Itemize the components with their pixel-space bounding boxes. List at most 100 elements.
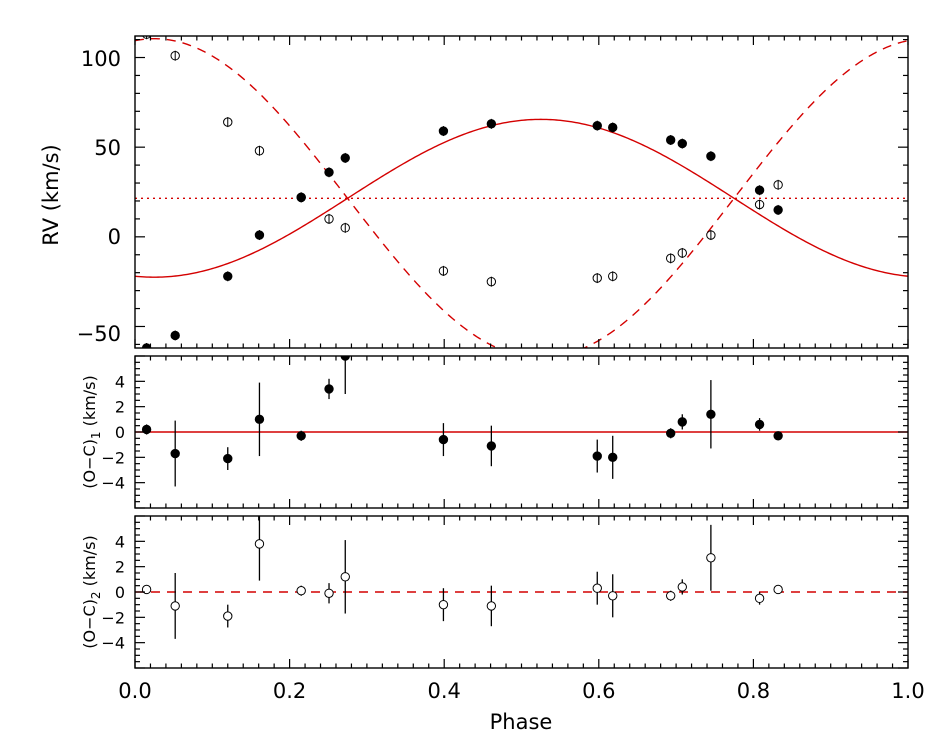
secondary-rv-point [754, 199, 765, 210]
secondary-rv-point [296, 192, 306, 203]
oc1-y-axis-title-main: (O−C) [80, 439, 99, 489]
rv-y-tick-label: −50 [77, 322, 121, 346]
x-tick-label: 0.2 [273, 679, 306, 703]
oc1-point [324, 384, 334, 394]
oc2-point [340, 572, 350, 582]
oc2-point [486, 601, 497, 611]
oc1-y-tick-label: 4 [115, 372, 125, 391]
primary-rv-point [170, 330, 180, 341]
oc1-y-tick-label: −2 [101, 448, 125, 467]
oc1-y-tick-label: 0 [115, 423, 125, 442]
oc2-y-axis-title-unit: (km/s) [80, 535, 99, 591]
primary-rv-point [486, 119, 497, 129]
oc1-point [296, 431, 306, 441]
oc1-y-tick-label: −4 [101, 474, 125, 493]
oc2-y-tick-label: 2 [115, 558, 125, 577]
oc2-point [438, 599, 449, 610]
oc2-point [324, 588, 334, 598]
oc2-data-points [141, 516, 783, 639]
secondary-rv-point [665, 253, 676, 264]
oc1-y-axis-title-sub: 1 [89, 431, 103, 439]
oc2-y-tick-label: 0 [115, 583, 125, 602]
secondary-rv-point [223, 117, 233, 127]
oc2-point [773, 584, 783, 595]
secondary-rv-point [592, 273, 602, 283]
rv-panel: 100 50 0 −50 RV (km/s) [39, 35, 909, 349]
oc2-point [592, 583, 602, 593]
primary-rv-point [773, 205, 783, 215]
rv-panel-frame [134, 35, 909, 349]
oc2-point [706, 553, 716, 563]
secondary-rv-point [677, 248, 687, 258]
primary-rv-point [254, 230, 265, 240]
oc1-data-points [141, 356, 783, 487]
oc2-point [254, 539, 265, 549]
primary-model-curve [135, 118, 908, 278]
oc1-y-tick-label: 2 [115, 398, 125, 417]
x-axis-title: Phase [490, 710, 553, 734]
oc2-y-tick-labels: 4 2 0 −2 −4 [101, 532, 125, 652]
oc2-point [608, 591, 618, 601]
x-tick-label: 0.4 [427, 679, 460, 703]
rv-y-tick-labels: 100 50 0 −50 [77, 47, 121, 346]
x-tick-label: 0.8 [737, 679, 770, 703]
rv-y-tick-label: 50 [94, 136, 121, 160]
oc1-y-tick-labels: 4 2 0 −2 −4 [101, 372, 125, 492]
primary-rv-point [706, 151, 716, 161]
oc1-point [170, 448, 180, 459]
secondary-model-curve [135, 37, 908, 348]
oc2-y-axis-title-sub: 2 [89, 591, 103, 599]
oc2-y-tick-label: −4 [101, 634, 125, 653]
oc2-point [665, 591, 676, 601]
primary-rv-point [665, 135, 676, 145]
primary-rv-point [608, 122, 618, 133]
oc1-point [773, 431, 783, 441]
oc2-point [223, 611, 233, 621]
secondary-rv-point [486, 276, 497, 287]
secondary-rv-point [706, 230, 716, 240]
oc2-point [754, 593, 765, 604]
oc1-point [592, 451, 602, 461]
oc1-point [706, 409, 716, 419]
rv-y-tick-label: 0 [108, 225, 121, 249]
oc1-axis-ticks [134, 355, 909, 509]
oc2-axis-ticks [134, 515, 909, 669]
x-tick-labels: 0.0 0.2 0.4 0.6 0.8 1.0 [118, 679, 924, 703]
oc2-y-tick-label: 4 [115, 532, 125, 551]
oc1-y-axis-title: (O−C)1 (km/s) [80, 375, 103, 488]
secondary-rv-point [142, 36, 151, 39]
oc2-y-axis-title: (O−C)2 (km/s) [80, 535, 103, 648]
secondary-rv-point [340, 223, 350, 233]
secondary-rv-point [773, 180, 783, 190]
oc1-point [665, 428, 676, 438]
oc1-point [254, 414, 265, 425]
primary-rv-point [438, 126, 449, 136]
oc1-point [754, 419, 765, 430]
oc1-point [608, 452, 618, 463]
oc1-point [223, 453, 233, 464]
primary-rv-point [223, 271, 233, 281]
oc2-panel: 420−2−4 (O−C)2 (km/s) [80, 515, 909, 669]
primary-rv-point [340, 153, 350, 163]
oc2-y-axis-title-main: (O−C) [80, 599, 99, 649]
oc2-point [296, 586, 306, 596]
oc1-point [677, 417, 687, 427]
rv-y-axis-title: RV (km/s) [39, 144, 63, 246]
primary-rv-point [324, 167, 334, 177]
secondary-rv-point [608, 271, 618, 281]
oc2-point [170, 601, 180, 611]
secondary-rv-point [324, 214, 334, 224]
rv-y-tick-label: 100 [81, 47, 121, 71]
oc1-panel: 4 2 0 −2 −4 (O−C)1 (km/s) [80, 355, 909, 509]
rv-axis-ticks [134, 36, 909, 348]
x-tick-label: 1.0 [891, 679, 924, 703]
primary-rv-point [677, 138, 687, 149]
oc1-point [438, 434, 449, 445]
oc2-y-tick-label: −2 [101, 608, 125, 627]
x-tick-label: 0.0 [118, 679, 151, 703]
x-tick-label: 0.6 [582, 679, 615, 703]
primary-rv-point [754, 185, 765, 195]
primary-rv-point [592, 120, 602, 131]
secondary-rv-point [170, 51, 180, 61]
